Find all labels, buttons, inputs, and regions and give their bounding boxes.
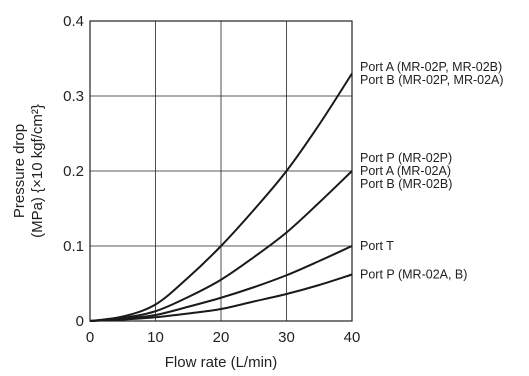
legend-label: Port T bbox=[360, 239, 394, 253]
y-tick-label: 0.1 bbox=[63, 238, 84, 255]
legend: Port A (MR-02P, MR-02B)Port B (MR-02P, M… bbox=[360, 60, 504, 282]
y-axis-label-line1: Pressure drop bbox=[11, 124, 28, 218]
series-line-4 bbox=[89, 273, 353, 322]
legend-label: Port A (MR-02P, MR-02B) bbox=[360, 60, 502, 74]
series-group bbox=[89, 72, 353, 322]
series-line-3 bbox=[89, 245, 353, 322]
y-tick-label: 0 bbox=[76, 313, 84, 330]
x-tick-label: 10 bbox=[147, 329, 164, 346]
y-axis-label: Pressure drop (MPa) {×10 kgf/cm²} bbox=[11, 104, 46, 238]
y-tick-label: 0.2 bbox=[63, 163, 84, 180]
legend-label: Port P (MR-02A, B) bbox=[360, 268, 467, 282]
x-tick-label: 40 bbox=[344, 329, 361, 346]
y-tick-label: 0.4 bbox=[63, 13, 84, 30]
series-line-1 bbox=[89, 72, 353, 322]
legend-label: Port B (MR-02B) bbox=[360, 177, 452, 191]
legend-label: Port B (MR-02P, MR-02A) bbox=[360, 73, 504, 87]
x-tick-label: 0 bbox=[86, 329, 94, 346]
series-line-2 bbox=[89, 170, 353, 322]
y-axis-label-line2: (MPa) {×10 kgf/cm²} bbox=[29, 104, 46, 238]
x-tick-label: 20 bbox=[213, 329, 230, 346]
tick-labels: 0 10 20 30 40 0 0.1 0.2 0.3 0.4 bbox=[63, 13, 360, 346]
legend-label: Port P (MR-02P) bbox=[360, 151, 452, 165]
legend-label: Port A (MR-02A) bbox=[360, 164, 451, 178]
grid bbox=[90, 21, 352, 321]
x-tick-label: 30 bbox=[278, 329, 295, 346]
x-axis-label: Flow rate (L/min) bbox=[165, 354, 278, 371]
y-tick-label: 0.3 bbox=[63, 88, 84, 105]
